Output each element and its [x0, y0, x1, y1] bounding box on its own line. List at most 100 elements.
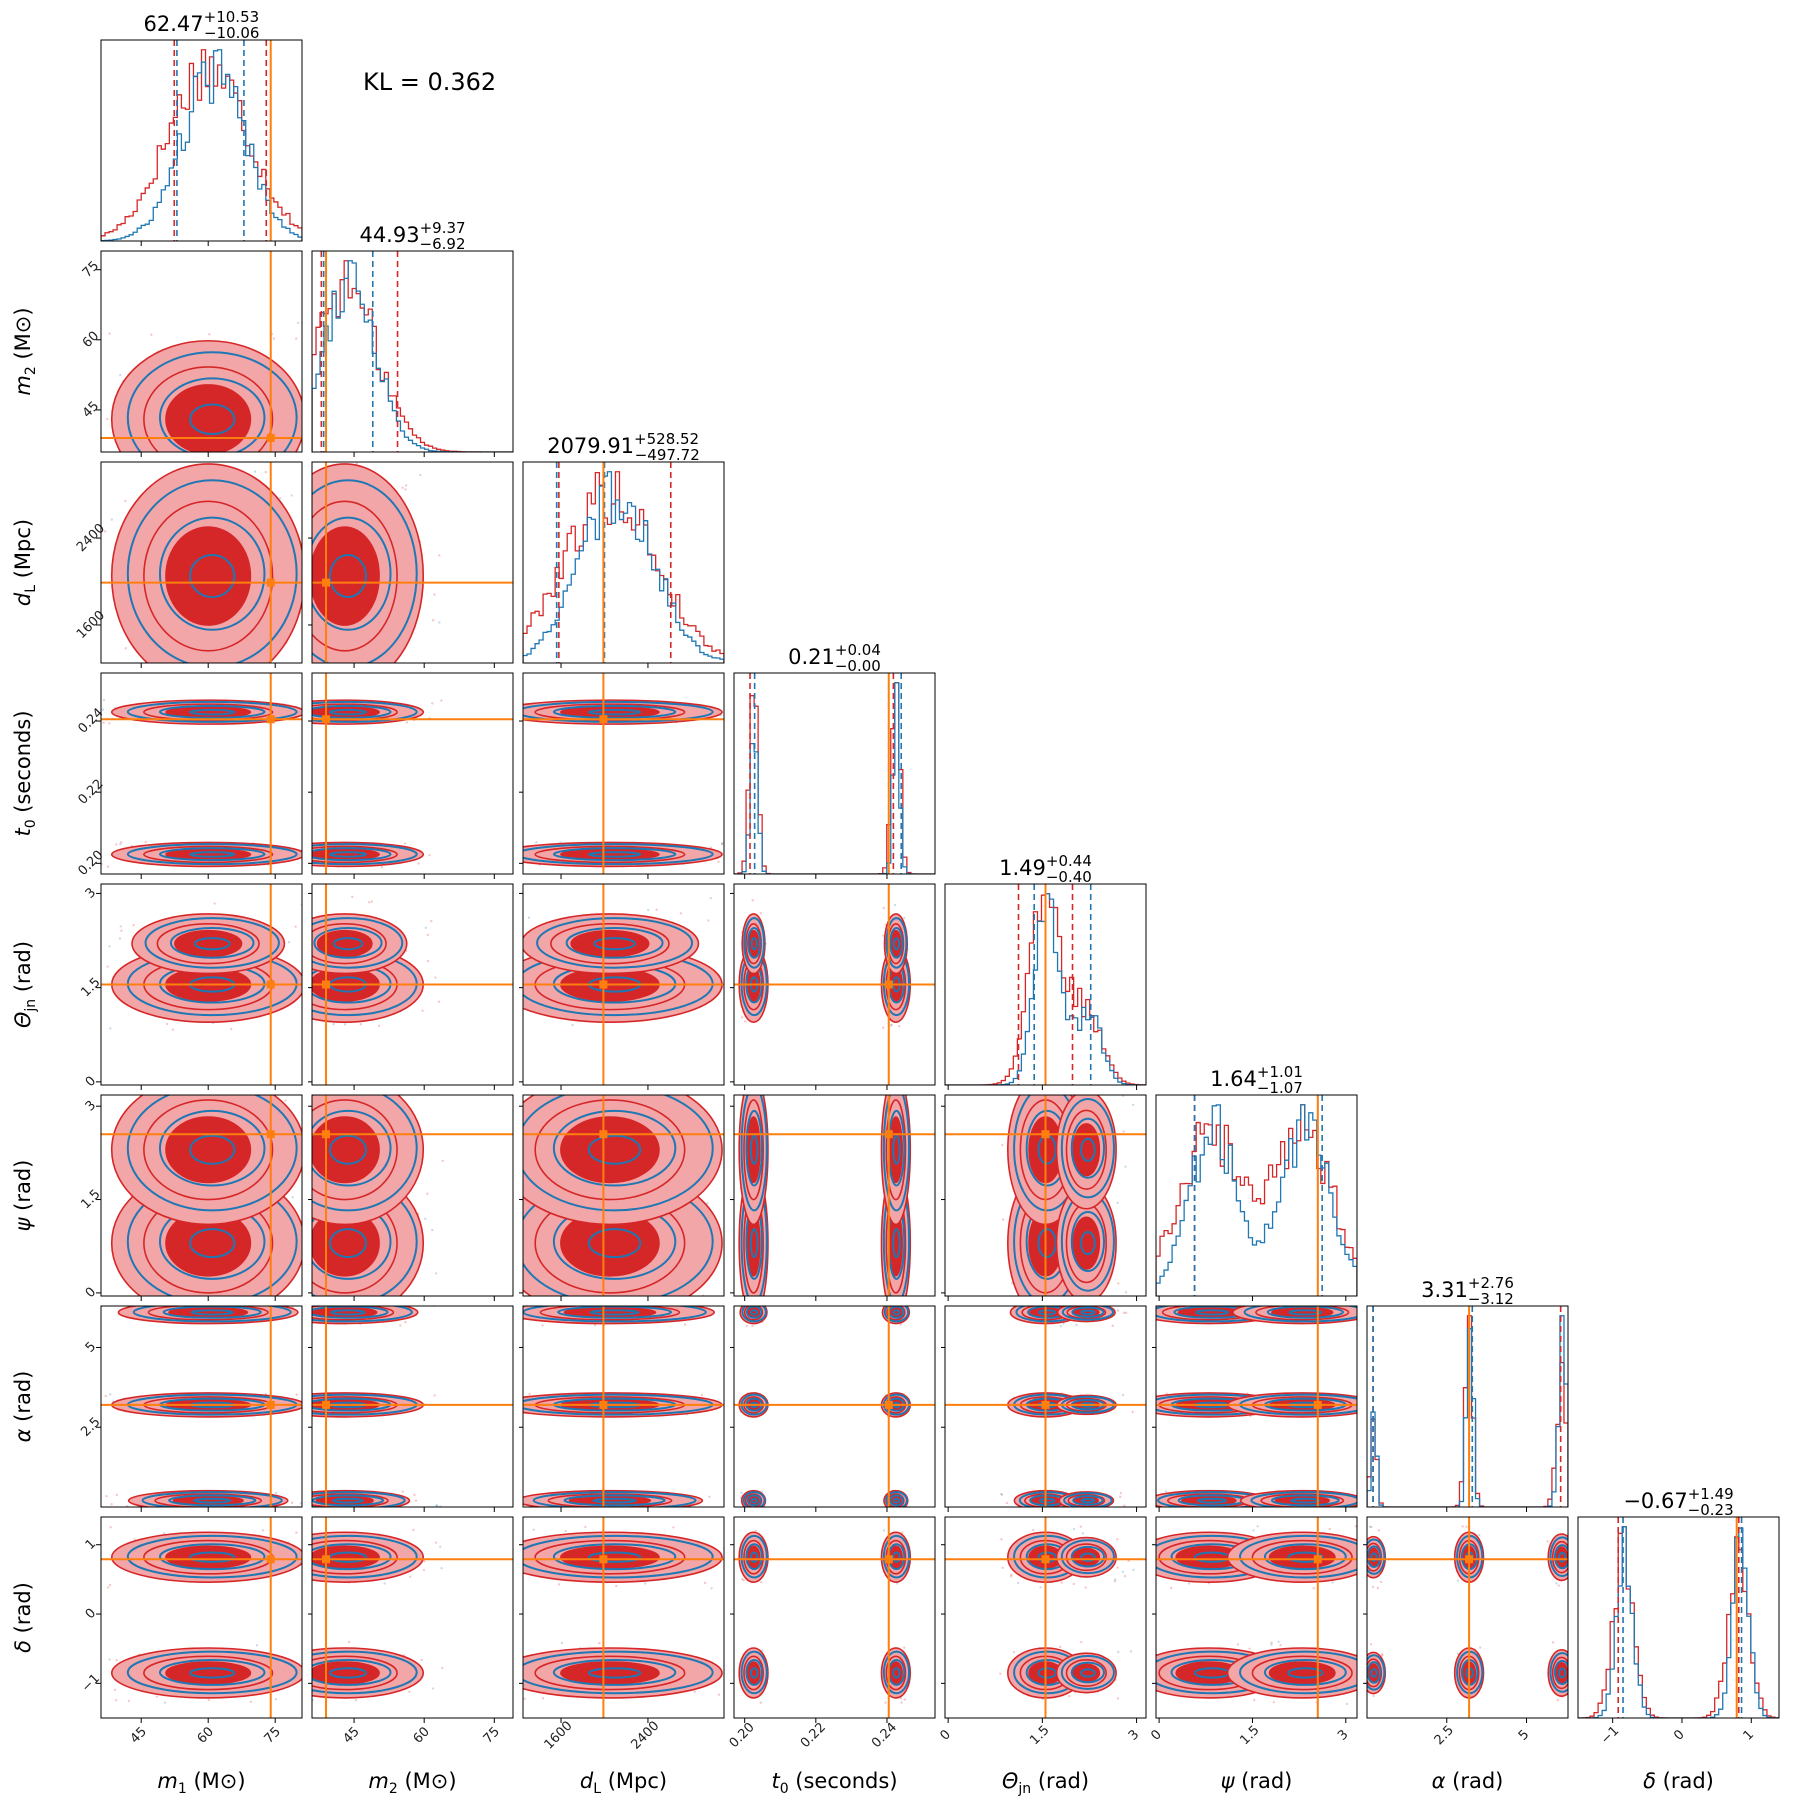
truth-marker [884, 1555, 893, 1564]
sample-point [1072, 1527, 1076, 1531]
sample-point [308, 714, 310, 716]
ytick-theta_jn: 1.5 [78, 975, 103, 1000]
sample-point [102, 698, 106, 702]
sample-point [282, 496, 284, 498]
contour-blue-core [1558, 1551, 1567, 1563]
sample-point [729, 844, 731, 846]
sample-point [106, 865, 110, 868]
sample-point [1170, 1586, 1173, 1590]
truth-marker [322, 1130, 331, 1139]
contour-blue-core [189, 708, 236, 716]
sample-point [744, 1020, 747, 1023]
sample-point [295, 1648, 297, 1650]
sample-point [1369, 1325, 1371, 1327]
contour-blue-core [1037, 1667, 1057, 1679]
sample-point [896, 1057, 898, 1059]
panel-m2-alpha [308, 1305, 514, 1512]
contour-blue-outer [1239, 1650, 1357, 1695]
contour-blue-inner [312, 1109, 392, 1187]
sample-point [491, 1503, 493, 1505]
contour-blue-inner [1071, 1306, 1105, 1318]
sample-point [1479, 1646, 1482, 1649]
sample-point [707, 919, 710, 922]
sample-point [95, 462, 97, 464]
ytick-dL: 2400 [74, 521, 108, 555]
sample-point [1369, 1643, 1373, 1646]
sample-point [308, 854, 310, 856]
contour-blue-inner [158, 516, 266, 631]
xlabel-m2: m2 (M⊙) [368, 1769, 456, 1797]
sample-point [441, 1159, 444, 1163]
sample-point [737, 1692, 739, 1694]
sample-point [480, 861, 482, 863]
contour-blue-core [587, 1228, 642, 1259]
histogram-red-psi [1156, 1104, 1357, 1296]
sample-point [608, 1508, 610, 1510]
panel-frame [311, 250, 514, 453]
contour-blue-inner [312, 847, 392, 862]
sample-point [1122, 1414, 1124, 1416]
contour-blue-inner [889, 1494, 904, 1507]
contour-blue-core [750, 937, 758, 951]
sample-point [393, 439, 395, 441]
sample-point [1119, 1495, 1122, 1499]
sample-point [1134, 1308, 1136, 1310]
sample-point [261, 1298, 263, 1300]
sample-point [115, 1659, 118, 1662]
contour-blue-core [749, 1228, 759, 1259]
sample-point [1354, 1525, 1357, 1528]
contour-blue-core [593, 937, 636, 951]
panel-frame [311, 1094, 514, 1297]
sample-point [541, 1697, 545, 1700]
contour-inner [560, 1116, 660, 1184]
contour-blue-core [587, 851, 642, 858]
contour-blue-core [1037, 1228, 1057, 1259]
sample-point [110, 1503, 113, 1506]
contour-blue-inner [312, 1543, 392, 1571]
sample-point [1328, 1527, 1332, 1531]
sample-point [725, 1298, 727, 1300]
contour-blue-outer [312, 700, 418, 723]
sample-point [889, 1024, 893, 1027]
sample-point [1040, 1332, 1042, 1334]
sample-point [213, 902, 216, 905]
title-theta_jn: 1.49+0.44 −0.40 [999, 852, 1092, 886]
sample-point [163, 1701, 167, 1704]
panel-frame [522, 1305, 725, 1508]
contour-blue-core [1038, 1497, 1056, 1504]
panel-frame [522, 1094, 725, 1297]
sample-point [727, 1016, 729, 1018]
ylabel-psi: ψ (rad) [11, 1160, 35, 1232]
panel-psi-alpha [1122, 1305, 1371, 1512]
sample-point [469, 1553, 471, 1555]
sample-point [288, 680, 290, 682]
sample-point [728, 1684, 730, 1686]
sample-point [530, 1302, 532, 1304]
sample-point [484, 1265, 486, 1267]
sample-point [520, 1135, 522, 1137]
panel-frame [1155, 1305, 1358, 1508]
sample-point [1084, 1586, 1087, 1589]
sample-point [1370, 1525, 1373, 1529]
sample-point [106, 965, 109, 968]
sample-point [1556, 1698, 1560, 1702]
contour-blue-inner [312, 1494, 385, 1507]
contour-blue-outer [312, 479, 418, 663]
sample-point [118, 1086, 120, 1088]
contour-blue-inner [158, 1109, 266, 1187]
contour-blue-core [190, 1309, 234, 1316]
sample-point [106, 1586, 110, 1589]
xtick-alpha: 5 [1516, 1727, 1532, 1743]
sample-point [415, 675, 417, 677]
histogram-red-delta [1578, 1526, 1779, 1718]
sample-point [725, 1674, 727, 1676]
sample-point [93, 936, 95, 938]
panel-frame [311, 461, 514, 664]
contour-blue-inner [1367, 1545, 1382, 1568]
sample-point [1079, 1525, 1083, 1528]
panel-psi-psi: 1.64+1.01 −1.07 [1155, 1063, 1358, 1301]
truth-marker [322, 1400, 331, 1409]
panel-frame [733, 883, 936, 1086]
sample-point [508, 1402, 510, 1404]
sample-point [1067, 1694, 1071, 1698]
